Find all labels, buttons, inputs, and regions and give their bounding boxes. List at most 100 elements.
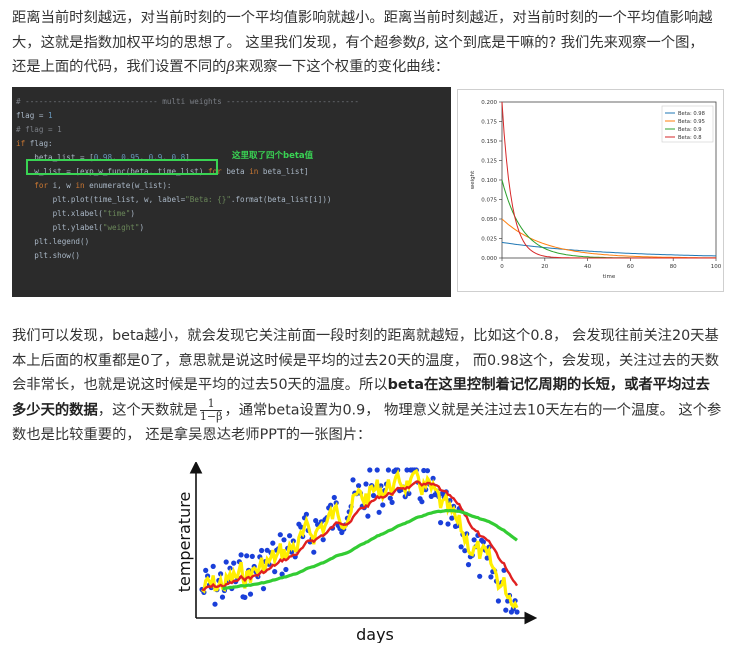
temperature-point xyxy=(445,521,451,527)
temperature-point xyxy=(238,552,244,558)
temperature-point xyxy=(227,565,233,571)
temperature-figure-svg: temperature days xyxy=(175,460,538,644)
code-line: flag = 1 xyxy=(16,111,53,120)
temperature-point xyxy=(219,594,226,600)
x-tick-label: 100 xyxy=(711,264,722,270)
legend-label: Beta: 0.8 xyxy=(678,135,702,141)
temperature-point xyxy=(298,524,304,530)
intro-text-3: 来观察一下这个权重的变化曲线： xyxy=(234,59,450,75)
temperature-point xyxy=(514,609,520,615)
temperature-point xyxy=(385,467,391,473)
temperature-point xyxy=(244,553,250,559)
x-tick-label: 80 xyxy=(670,264,677,270)
temperature-point xyxy=(287,533,293,539)
temperature-point xyxy=(350,477,356,483)
temperature-point xyxy=(283,566,289,573)
explanation-paragraph: 我们可以发现，beta越小，就会发现它关注前面一段时刻的距离就越短，比如这个0.… xyxy=(12,324,722,447)
temperature-point xyxy=(363,481,369,487)
series-line xyxy=(501,218,716,259)
temperature-point xyxy=(395,467,401,473)
y-tick-label: 0.075 xyxy=(481,198,497,204)
temperature-point xyxy=(290,538,296,544)
temperature-point xyxy=(449,515,455,521)
explanation-text-3: ，通常beta设置为0.9， 物理意义就是关注过去10天左右的一个温度。 这个参… xyxy=(12,402,722,443)
weight-chart: 0.000 0.025 0.050 0.075 0.100 0.125 0.150 0.175… xyxy=(457,89,724,292)
temperature-axis-label: temperature xyxy=(175,492,194,593)
temperature-point xyxy=(277,532,283,538)
temperature-point xyxy=(471,537,477,543)
temperature-point xyxy=(279,571,285,577)
temperature-point xyxy=(419,499,425,505)
explanation-text-2: ，这个天数就是 xyxy=(97,402,198,418)
temperature-point xyxy=(424,468,431,474)
beta-list-highlight-box xyxy=(26,159,218,175)
temperature-figure: temperature days xyxy=(172,460,538,644)
temperature-point xyxy=(389,499,395,505)
temperature-point xyxy=(404,467,410,473)
beta-symbol: β xyxy=(226,59,235,75)
fraction-numerator: 1 xyxy=(199,397,223,411)
y-tick-label: 0.000 xyxy=(481,256,497,262)
temperature-point xyxy=(367,467,373,473)
explanation-bold: beta在这里控制着记忆周期的长短，或者平均过去多少天的数据 xyxy=(12,377,710,418)
code-line: plt.show() xyxy=(16,251,81,260)
temperature-point xyxy=(328,502,334,508)
series-line xyxy=(501,241,716,257)
y-tick-label: 0.150 xyxy=(481,139,497,145)
y-tick-label: 0.175 xyxy=(481,120,497,126)
temperature-point xyxy=(477,573,483,579)
temperature-point xyxy=(270,540,276,546)
code-line: plt.plot(time_list, w, label="Beta: {}".… xyxy=(16,195,332,204)
y-tick-label: 0.125 xyxy=(481,159,497,165)
temperature-point xyxy=(223,559,229,565)
temperature-point xyxy=(464,531,470,537)
temperature-point xyxy=(242,594,248,600)
intro-paragraph: 距离当前时刻越远，对当前时刻的一个平均值影响就越小。距离当前时刻越近，对当前时刻… xyxy=(12,6,722,80)
temperature-point xyxy=(331,494,337,501)
code-line: plt.xlabel("time") xyxy=(16,209,135,218)
code-line: w_list = [exp_w_func(beta, time_list) fo… xyxy=(16,167,309,176)
temperature-point xyxy=(495,598,501,604)
fraction-denominator: 1−β xyxy=(199,409,223,423)
temperature-point xyxy=(231,560,237,566)
yellow-average-curve xyxy=(201,468,519,610)
temperature-point xyxy=(264,547,270,553)
y-tick-label: 0.025 xyxy=(481,237,497,243)
x-tick-label: 40 xyxy=(584,264,591,270)
temperature-point xyxy=(406,490,412,497)
temperature-point xyxy=(247,591,254,597)
x-tick-label: 60 xyxy=(627,264,634,270)
weight-chart-svg: 0.000 0.025 0.050 0.075 0.100 0.125 0.150 0.175… xyxy=(470,100,722,280)
code-line: plt.ylabel("weight") xyxy=(16,223,145,232)
temperature-point xyxy=(249,553,255,559)
temperature-point xyxy=(402,494,408,500)
x-tick-label: 20 xyxy=(541,264,548,270)
code-line: for i, w in enumerate(w_list): xyxy=(34,181,172,190)
period-fraction: 1 1−β xyxy=(199,397,223,423)
days-axis-label: days xyxy=(356,625,394,643)
temperature-point xyxy=(421,467,427,474)
temperature-point xyxy=(303,511,309,517)
temperature-point xyxy=(370,492,377,499)
legend-box xyxy=(661,105,714,143)
temperature-point xyxy=(272,569,278,575)
x-axis-label: time xyxy=(603,274,616,280)
temperature-point xyxy=(438,520,444,526)
intro-text-2: , 这个到底是干嘛的? 我们先来观察一个图， 还是上面的代码，我们设置不同的 xyxy=(12,34,704,76)
temperature-point xyxy=(218,571,224,577)
code-line: # ----------------------------- multi we… xyxy=(16,97,359,106)
intro-text-1: 距离当前时刻越远，对当前时刻的一个平均值影响就越小。距离当前时刻越近，对当前时刻… xyxy=(12,10,713,51)
temperature-point xyxy=(480,539,486,545)
temperature-point xyxy=(311,549,317,555)
temperature-point xyxy=(458,544,464,550)
temperature-point xyxy=(259,547,265,554)
temperature-point xyxy=(365,513,371,519)
temperature-point xyxy=(203,567,209,573)
legend-label: Beta: 0.98 xyxy=(678,111,705,117)
green-average-curve xyxy=(222,508,518,591)
legend-label: Beta: 0.9 xyxy=(678,127,702,133)
y-tick-label: 0.050 xyxy=(481,217,497,223)
temperature-point xyxy=(387,495,393,501)
temperature-point xyxy=(210,563,216,569)
y-tick-label: 0.100 xyxy=(481,178,497,184)
